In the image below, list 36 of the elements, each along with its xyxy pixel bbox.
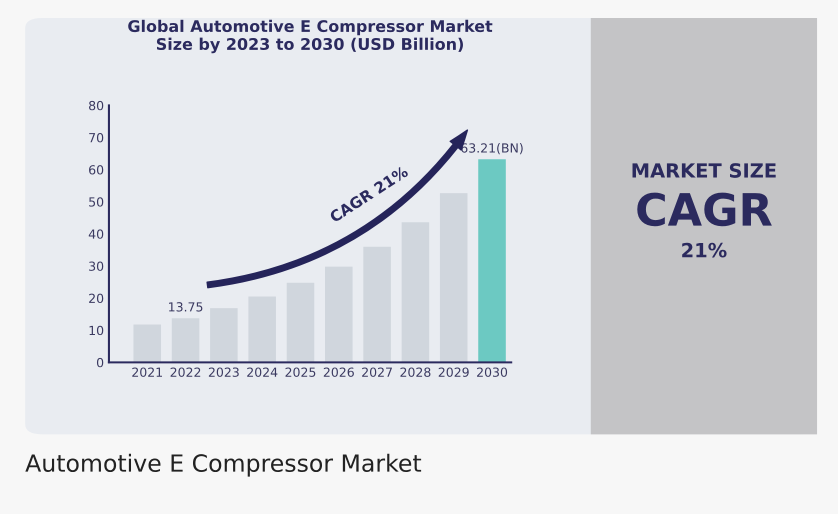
data-label: 13.75 bbox=[169, 302, 202, 312]
bar bbox=[363, 246, 391, 362]
chart-title: Global Automotive E Compressor Market Size by 2023 to 2030 (USD Billion) bbox=[128, 20, 492, 54]
bar bbox=[478, 159, 506, 362]
text: Automotive E Compressor Market bbox=[25, 454, 422, 477]
x-tick-label: 2029 bbox=[438, 367, 469, 377]
x-tick-label: 2021 bbox=[132, 367, 162, 377]
y-tick-label: 40 bbox=[88, 229, 104, 239]
y-tick-label: 60 bbox=[89, 165, 104, 175]
x-tick-label: 2022 bbox=[170, 367, 200, 377]
bar bbox=[210, 308, 238, 362]
data-label: 63.21(BN) bbox=[461, 143, 523, 154]
bar bbox=[248, 296, 276, 362]
bar bbox=[286, 282, 314, 362]
x-tick-label: 2023 bbox=[208, 367, 239, 377]
x-tick-label: 2026 bbox=[324, 367, 354, 377]
x-tick-label: 2028 bbox=[400, 367, 430, 377]
y-tick-label: 50 bbox=[89, 197, 104, 207]
bar bbox=[325, 266, 353, 362]
bar bbox=[402, 222, 430, 362]
x-tick-label: 2027 bbox=[362, 367, 392, 377]
text: CAGR bbox=[637, 192, 772, 226]
y-tick-label: 30 bbox=[89, 261, 104, 271]
bar bbox=[133, 324, 162, 362]
text: 21% bbox=[682, 242, 727, 258]
y-tick-label: 80 bbox=[89, 100, 104, 110]
y-tick-label: 70 bbox=[89, 132, 104, 142]
y-tick-label: 20 bbox=[89, 294, 104, 304]
x-tick-label: 2025 bbox=[285, 367, 316, 377]
bar bbox=[172, 318, 200, 362]
x-tick-label: 2024 bbox=[247, 367, 278, 377]
x-tick-label: 2030 bbox=[477, 367, 508, 377]
y-tick-label: 0 bbox=[96, 358, 104, 368]
y-tick-label: 10 bbox=[90, 326, 104, 336]
bar bbox=[440, 193, 468, 362]
text: MARKET SIZE bbox=[632, 163, 776, 178]
